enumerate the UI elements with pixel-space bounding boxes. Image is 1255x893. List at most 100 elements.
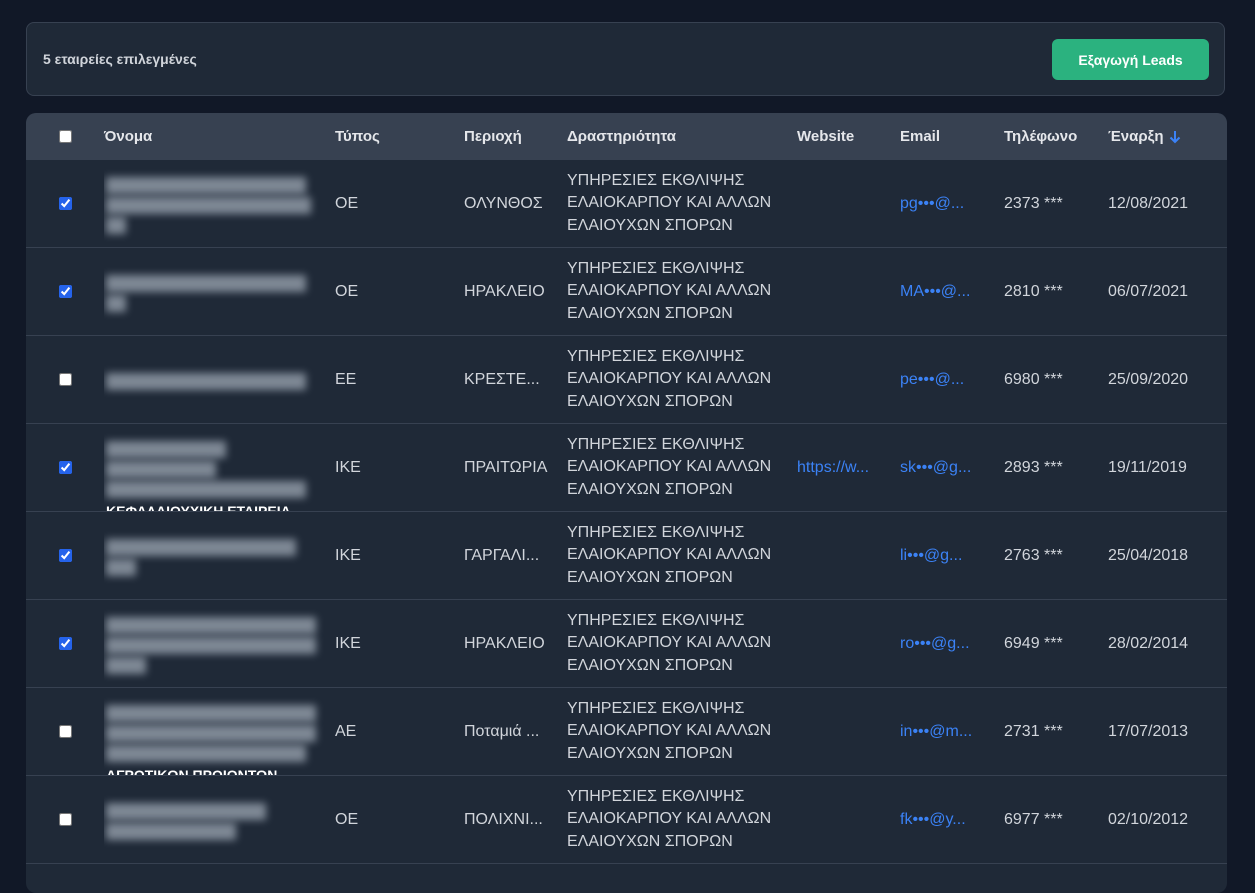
company-type: ΟΕ xyxy=(335,810,359,828)
table-body: ΟΕ ΟΛΥΝΘΟΣ ΥΠΗΡΕΣΙΕΣ ΕΚΘΛΙΨΗΣ ΕΛΑΙΟΚΑΡΠΟΥ … xyxy=(26,160,1227,864)
activity: ΥΠΗΡΕΣΙΕΣ ΕΚΘΛΙΨΗΣ ΕΛΑΙΟΚΑΡΠΟΥ ΚΑΙ ΑΛΛΩΝ… xyxy=(567,171,772,234)
start-date: 12/08/2021 xyxy=(1108,194,1189,212)
activity: ΥΠΗΡΕΣΙΕΣ ΕΚΘΛΙΨΗΣ ΕΛΑΙΟΚΑΡΠΟΥ ΚΑΙ ΑΛΛΩΝ… xyxy=(567,259,772,322)
company-name xyxy=(104,512,335,599)
activity: ΥΠΗΡΕΣΙΕΣ ΕΚΘΛΙΨΗΣ ΕΛΑΙΟΚΑΡΠΟΥ ΚΑΙ ΑΛΛΩΝ… xyxy=(567,347,772,410)
redacted-name xyxy=(106,174,316,237)
toolbar: 5 εταιρείες επιλεγμένες Εξαγωγή Leads xyxy=(26,22,1225,96)
activity: ΥΠΗΡΕΣΙΕΣ ΕΚΘΛΙΨΗΣ ΕΛΑΙΟΚΑΡΠΟΥ ΚΑΙ ΑΛΛΩΝ… xyxy=(567,699,772,762)
select-all-checkbox[interactable] xyxy=(58,130,72,143)
start-date: 17/07/2013 xyxy=(1108,722,1189,740)
row-checkbox[interactable] xyxy=(58,637,72,650)
table-row: ΟΕ ΠΟΛΙΧΝΙ... ΥΠΗΡΕΣΙΕΣ ΕΚΘΛΙΨΗΣ ΕΛΑΙΟΚΑΡΠ… xyxy=(26,776,1227,864)
email-link[interactable]: pe•••@... xyxy=(900,370,965,388)
selection-count: 5 εταιρείες επιλεγμένες xyxy=(43,51,197,67)
redacted-name xyxy=(106,438,316,501)
table-row: ΙΚΕ ΓΑΡΓΑΛΙ... ΥΠΗΡΕΣΙΕΣ ΕΚΘΛΙΨΗΣ ΕΛΑΙΟΚΑΡ… xyxy=(26,512,1227,600)
company-name: ΚΕΦΑΛΑΙΟΥΧΙΚΗ ΕΤΑΙΡΕΙΑ xyxy=(104,424,335,511)
table-row: ΕΕ ΚΡΕΣΤΕ... ΥΠΗΡΕΣΙΕΣ ΕΚΘΛΙΨΗΣ ΕΛΑΙΟΚΑΡΠΟ… xyxy=(26,336,1227,424)
start-date: 06/07/2021 xyxy=(1108,282,1189,300)
table-row: ΙΚΕ ΗΡΑΚΛΕΙΟ ΥΠΗΡΕΣΙΕΣ ΕΚΘΛΙΨΗΣ ΕΛΑΙΟΚΑΡΠΟ… xyxy=(26,600,1227,688)
website-link[interactable]: https://w... xyxy=(797,458,870,476)
email-link[interactable]: fk•••@y... xyxy=(900,810,966,828)
phone: 2373 *** xyxy=(1004,194,1063,212)
name-fragment: ΑΓΡΟΤΙΚΩΝ ΠΡΟΙΟΝΤΩΝ xyxy=(106,767,278,775)
column-header: Περιοχή xyxy=(464,128,522,145)
region: ΗΡΑΚΛΕΙΟ xyxy=(464,634,545,652)
region: ΠΡΑΙΤΩΡΙΑ xyxy=(464,458,548,476)
region: ΚΡΕΣΤΕ... xyxy=(464,370,540,388)
company-type: ΑΕ xyxy=(335,722,357,740)
sort-desc-icon xyxy=(1170,130,1181,143)
phone: 2731 *** xyxy=(1004,722,1063,740)
phone: 2763 *** xyxy=(1004,546,1063,564)
redacted-name xyxy=(106,272,316,315)
region: Ποταμιά ... xyxy=(464,722,540,740)
company-type: ΟΕ xyxy=(335,282,359,300)
column-header: Τηλέφωνο xyxy=(1004,128,1078,145)
start-date: 25/04/2018 xyxy=(1108,546,1189,564)
column-header: Website xyxy=(797,128,855,145)
company-type: ΕΕ xyxy=(335,370,357,388)
redacted-name xyxy=(106,536,316,579)
region: ΠΟΛΙΧΝΙ... xyxy=(464,810,543,828)
row-checkbox[interactable] xyxy=(58,373,72,386)
redacted-name xyxy=(106,800,316,843)
company-name xyxy=(104,248,335,335)
email-link[interactable]: ro•••@g... xyxy=(900,634,970,652)
export-button[interactable]: Εξαγωγή Leads xyxy=(1052,39,1209,80)
page: 5 εταιρείες επιλεγμένες Εξαγωγή Leads Όν… xyxy=(26,22,1227,893)
company-type: ΙΚΕ xyxy=(335,634,361,652)
activity: ΥΠΗΡΕΣΙΕΣ ΕΚΘΛΙΨΗΣ ΕΛΑΙΟΚΑΡΠΟΥ ΚΑΙ ΑΛΛΩΝ… xyxy=(567,523,772,586)
phone: 6980 *** xyxy=(1004,370,1063,388)
row-checkbox[interactable] xyxy=(58,197,72,210)
start-date: 25/09/2020 xyxy=(1108,370,1189,388)
column-header: Δραστηριότητα xyxy=(567,128,676,145)
row-checkbox[interactable] xyxy=(58,549,72,562)
company-type: ΟΕ xyxy=(335,194,359,212)
company-name xyxy=(104,160,335,247)
region: ΓΑΡΓΑΛΙ... xyxy=(464,546,540,564)
phone: 2810 *** xyxy=(1004,282,1063,300)
email-link[interactable]: MA•••@... xyxy=(900,282,971,300)
company-name xyxy=(104,776,335,863)
email-link[interactable]: in•••@m... xyxy=(900,722,973,740)
table-row: ΑΓΡΟΤΙΚΩΝ ΠΡΟΙΟΝΤΩΝ ΑΕ Ποταμιά ... ΥΠΗΡΕΣΙΕ… xyxy=(26,688,1227,776)
activity: ΥΠΗΡΕΣΙΕΣ ΕΚΘΛΙΨΗΣ ΕΛΑΙΟΚΑΡΠΟΥ ΚΑΙ ΑΛΛΩΝ… xyxy=(567,787,772,850)
row-checkbox[interactable] xyxy=(58,725,72,738)
start-date: 28/02/2014 xyxy=(1108,634,1189,652)
column-header: Email xyxy=(900,128,941,145)
redacted-name xyxy=(106,702,316,765)
phone: 6949 *** xyxy=(1004,634,1063,652)
region: ΗΡΑΚΛΕΙΟ xyxy=(464,282,545,300)
row-checkbox[interactable] xyxy=(58,285,72,298)
region: ΟΛΥΝΘΟΣ xyxy=(464,194,543,212)
activity: ΥΠΗΡΕΣΙΕΣ ΕΚΘΛΙΨΗΣ ΕΛΑΙΟΚΑΡΠΟΥ ΚΑΙ ΑΛΛΩΝ… xyxy=(567,611,772,674)
phone: 2893 *** xyxy=(1004,458,1063,476)
company-type: ΙΚΕ xyxy=(335,458,361,476)
activity: ΥΠΗΡΕΣΙΕΣ ΕΚΘΛΙΨΗΣ ΕΛΑΙΟΚΑΡΠΟΥ ΚΑΙ ΑΛΛΩΝ… xyxy=(567,435,772,498)
name-fragment: ΚΕΦΑΛΑΙΟΥΧΙΚΗ ΕΤΑΙΡΕΙΑ xyxy=(106,503,291,511)
redacted-name xyxy=(106,614,316,677)
redacted-name xyxy=(106,370,316,393)
column-header[interactable]: Όνομα xyxy=(104,128,153,145)
company-name xyxy=(104,336,335,423)
row-checkbox[interactable] xyxy=(58,461,72,474)
company-name: ΑΓΡΟΤΙΚΩΝ ΠΡΟΙΟΝΤΩΝ xyxy=(104,688,335,775)
table-row: ΟΕ ΟΛΥΝΘΟΣ ΥΠΗΡΕΣΙΕΣ ΕΚΘΛΙΨΗΣ ΕΛΑΙΟΚΑΡΠΟΥ … xyxy=(26,160,1227,248)
column-header: Τύπος xyxy=(335,128,380,145)
table-header: Όνομα Τύπος Περιοχή Δραστηριότητα Website Ema… xyxy=(26,113,1227,160)
sort-header[interactable]: Έναρξη xyxy=(1108,128,1227,145)
email-link[interactable]: pg•••@... xyxy=(900,194,965,212)
company-type: ΙΚΕ xyxy=(335,546,361,564)
email-link[interactable]: sk•••@g... xyxy=(900,458,972,476)
company-name xyxy=(104,600,335,687)
start-date: 02/10/2012 xyxy=(1108,810,1189,828)
row-checkbox[interactable] xyxy=(58,813,72,826)
email-link[interactable]: li•••@g... xyxy=(900,546,963,564)
column-header: Έναρξη xyxy=(1108,128,1164,145)
start-date: 19/11/2019 xyxy=(1108,458,1187,476)
leads-table: Όνομα Τύπος Περιοχή Δραστηριότητα Website Ema… xyxy=(26,113,1227,893)
table-row: ΚΕΦΑΛΑΙΟΥΧΙΚΗ ΕΤΑΙΡΕΙΑ ΙΚΕ ΠΡΑΙΤΩΡΙΑ ΥΠΗΡΕΣ… xyxy=(26,424,1227,512)
phone: 6977 *** xyxy=(1004,810,1063,828)
